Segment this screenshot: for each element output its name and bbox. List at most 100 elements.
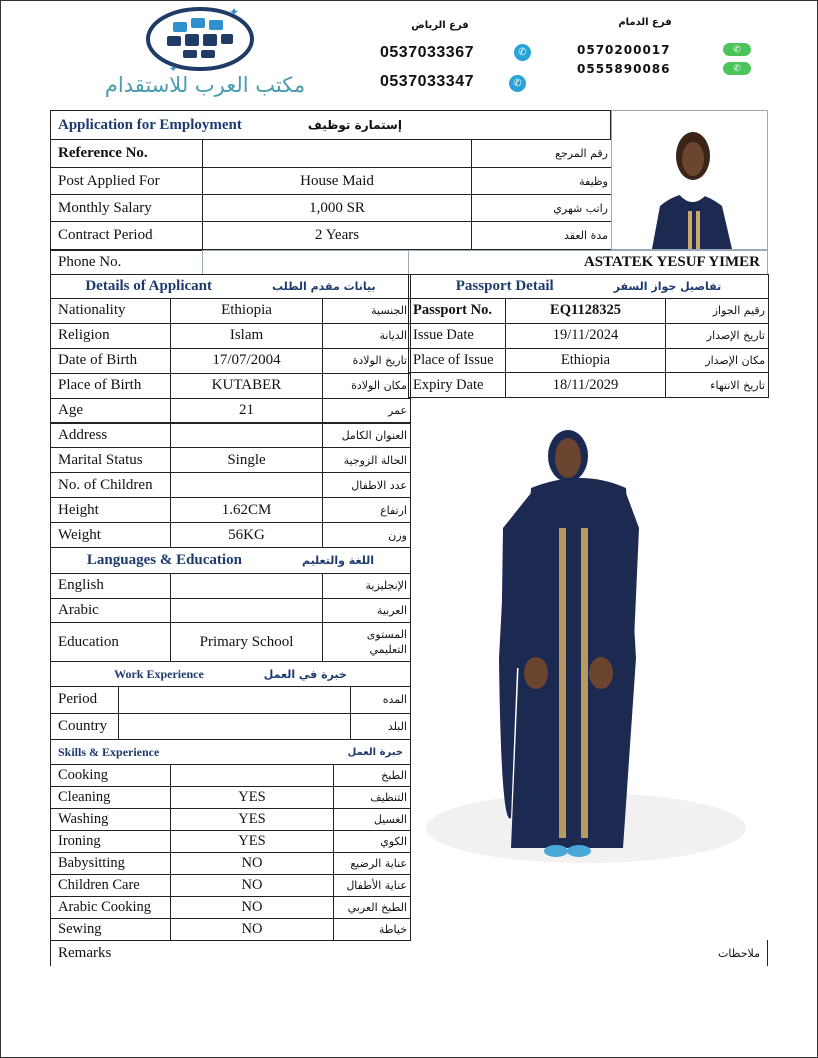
applicant-label: Date of Birth bbox=[50, 347, 171, 374]
riyadh-branch-label: فرع الرياض bbox=[411, 20, 469, 31]
applicant-label: Nationality bbox=[50, 298, 171, 324]
applicant-label-ar: مكان الولادة bbox=[322, 372, 411, 399]
form-title: Application for Employment إستمارة توظيف bbox=[50, 110, 611, 140]
applicant-value: 56KG bbox=[170, 522, 323, 548]
skills-title-en: Skills & Experience bbox=[58, 744, 160, 759]
applicant-label: No. of Children bbox=[50, 472, 171, 499]
applicant-label-ar: الديانة bbox=[322, 322, 411, 349]
languages-label-ar: العربية bbox=[322, 597, 411, 623]
form-value: House Maid bbox=[202, 167, 472, 195]
form-title-en: Application for Employment bbox=[58, 116, 242, 133]
applicant-value bbox=[170, 472, 323, 499]
form-value: 2 Years bbox=[202, 221, 472, 250]
applicant-value: Ethiopia bbox=[170, 298, 323, 324]
skills-value: NO bbox=[170, 874, 334, 897]
skills-value: NO bbox=[170, 852, 334, 875]
passport-label-ar: تاريخ الانتهاء bbox=[665, 372, 769, 399]
skills-label: Washing bbox=[50, 808, 171, 831]
languages-section-header: Languages & Education اللغة والتعليم bbox=[50, 547, 411, 574]
languages-label: English bbox=[50, 573, 171, 599]
work-value bbox=[118, 686, 351, 714]
applicant-value: 17/07/2004 bbox=[170, 347, 323, 374]
remarks-label: Remarks bbox=[58, 944, 112, 961]
svg-text:✦: ✦ bbox=[169, 64, 177, 74]
work-label-ar: المده bbox=[350, 686, 411, 714]
applicant-value: Islam bbox=[170, 322, 323, 349]
applicant-section-header: Details of Applicant بيانات مقدم الطلب bbox=[50, 274, 411, 299]
remarks-label-ar: ملاحظات bbox=[718, 946, 760, 960]
skills-label: Cleaning bbox=[50, 786, 171, 809]
applicant-portrait-photo bbox=[652, 132, 732, 249]
form-label: Contract Period bbox=[50, 221, 203, 250]
form-label-ar: مدة العقد bbox=[471, 221, 612, 250]
passport-label-ar: تاريخ الإصدار bbox=[665, 322, 769, 349]
form-label: Post Applied For bbox=[50, 167, 203, 195]
skills-label: Ironing bbox=[50, 830, 171, 853]
skills-label: Arabic Cooking bbox=[50, 896, 171, 919]
passport-title-ar: تفاصيل جواز السفر bbox=[613, 280, 722, 293]
skills-label: Sewing bbox=[50, 918, 171, 941]
work-label-ar: البلد bbox=[350, 712, 411, 740]
form-title-ar: إستمارة توظيف bbox=[307, 118, 402, 132]
passport-label: Passport No. bbox=[408, 298, 506, 324]
form-label: Monthly Salary bbox=[50, 194, 203, 222]
applicant-label-ar: تاريخ الولادة bbox=[322, 347, 411, 374]
skills-label-ar: عناية الأطفال bbox=[333, 874, 411, 897]
applicant-label-ar: عمر bbox=[322, 397, 411, 424]
passport-section-header: Passport Detail تفاصيل جواز السفر bbox=[408, 274, 769, 299]
phone-value bbox=[202, 250, 409, 275]
languages-label: Arabic bbox=[50, 597, 171, 623]
form-value bbox=[202, 139, 472, 168]
applicant-value bbox=[170, 422, 323, 449]
applicant-label: Place of Birth bbox=[50, 372, 171, 399]
applicant-full-photo bbox=[411, 398, 767, 939]
passport-title-en: Passport Detail bbox=[455, 278, 554, 294]
applicant-value: KUTABER bbox=[170, 372, 323, 399]
applicant-label-ar: عدد الاطفال bbox=[322, 472, 411, 499]
skills-label-ar: التنظيف bbox=[333, 786, 411, 809]
skills-value: NO bbox=[170, 896, 334, 919]
form-label-ar: راتب شهري bbox=[471, 194, 612, 222]
skills-label: Children Care bbox=[50, 874, 171, 897]
dammam-phone-2: 0555890086 bbox=[577, 62, 671, 76]
applicant-label-ar: الجنسية bbox=[322, 298, 411, 324]
passport-label: Place of Issue bbox=[408, 347, 506, 374]
applicant-portrait-box bbox=[611, 110, 768, 250]
skills-label-ar: الطبخ العربي bbox=[333, 896, 411, 919]
languages-label-ar: الإنجليزية bbox=[322, 573, 411, 599]
languages-value: Primary School bbox=[170, 622, 323, 662]
dammam-phone-1: 0570200017 bbox=[577, 43, 671, 57]
form-label-ar: رقم المرجع bbox=[471, 139, 612, 168]
passport-label-ar: رقيم الجواز bbox=[665, 298, 769, 324]
riyadh-phone-1: 0537033367 bbox=[380, 44, 474, 61]
languages-value bbox=[170, 597, 323, 623]
phone-label: Phone No. bbox=[50, 250, 203, 275]
skills-section-header: Skills & Experience خبرة العمل bbox=[50, 739, 411, 765]
applicant-label: Religion bbox=[50, 322, 171, 349]
globe-logo-icon: ✦✦ bbox=[146, 5, 254, 74]
remarks-row: Remarks ملاحظات bbox=[50, 940, 768, 966]
skills-value: YES bbox=[170, 808, 334, 831]
passport-label: Issue Date bbox=[408, 322, 506, 349]
skills-value: YES bbox=[170, 830, 334, 853]
svg-text:✦: ✦ bbox=[229, 5, 239, 19]
applicant-name: ASTATEK YESUF YIMER bbox=[408, 250, 768, 275]
work-section-header: Work Experience خبرة في العمل bbox=[50, 661, 411, 687]
skills-value: NO bbox=[170, 918, 334, 941]
phone-icon: ✆ bbox=[723, 43, 751, 56]
form-label: Reference No. bbox=[50, 139, 203, 168]
form-label-ar: وظيفة bbox=[471, 167, 612, 195]
whatsapp-icon: ✆ bbox=[514, 44, 531, 61]
passport-value: EQ1128325 bbox=[505, 298, 666, 324]
applicant-label: Address bbox=[50, 422, 171, 449]
applicant-value: 1.62CM bbox=[170, 497, 323, 524]
applicant-label-ar: ارتفاع bbox=[322, 497, 411, 524]
applicant-title-ar: بيانات مقدم الطلب bbox=[272, 280, 376, 293]
phone-icon: ✆ bbox=[723, 62, 751, 75]
applicant-label-ar: وزن bbox=[322, 522, 411, 548]
dammam-branch-label: فرع الدمام bbox=[618, 17, 672, 28]
applicant-title-en: Details of Applicant bbox=[85, 278, 213, 294]
languages-label: Education bbox=[50, 622, 171, 662]
passport-label-ar: مكان الإصدار bbox=[665, 347, 769, 374]
riyadh-phone-2: 0537033347 bbox=[380, 73, 474, 90]
